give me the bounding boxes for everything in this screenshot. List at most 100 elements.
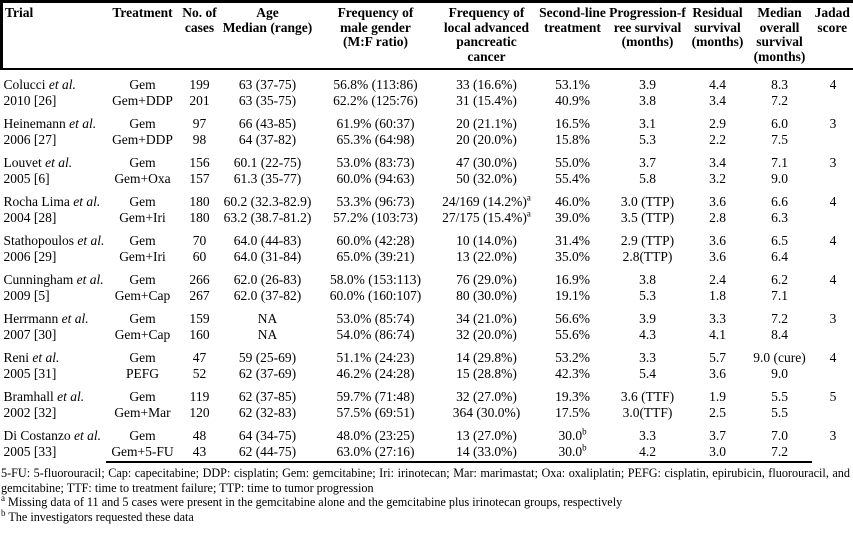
pfs-cell: 4.3	[639, 327, 656, 342]
table-row: Colucci et al. 2010 [26] Gem 199 63 (37-75) 5…	[2, 69, 853, 108]
age-cell: 62 (37-85)	[238, 389, 297, 404]
male_gender-cell: 53.0% (83:73)	[336, 155, 415, 170]
footnote-b: b The investigators requested these data	[1, 508, 850, 525]
male_gender-cell: 60.0% (160:107)	[329, 288, 422, 303]
os-cell: 7.1	[771, 155, 788, 170]
residual-cell: 1.9	[709, 389, 726, 404]
residual-cell: 2.2	[709, 132, 726, 147]
os-cell: 6.5	[771, 233, 788, 248]
os-cell: 6.4	[771, 249, 788, 264]
footnote-a-marker: a	[1, 493, 5, 504]
age-cell: 64 (34-75)	[238, 428, 297, 443]
os-cell: 7.5	[771, 132, 788, 147]
lapc-cell: 32 (20.0%)	[456, 327, 517, 342]
abbreviations-note: 5-FU: 5-fluorouracil; Cap: capecitabine;…	[1, 466, 850, 495]
pfs-cell: 3.1	[639, 116, 656, 131]
male_gender-cell: 65.3% (64:98)	[336, 132, 415, 147]
column-header-os: Median overall survival (months)	[747, 1, 812, 70]
residual-cell: 4.1	[709, 327, 726, 342]
jadad-score: 3	[829, 428, 837, 443]
residual-cell: 3.4	[709, 155, 726, 170]
pfs-cell: 3.6 (TTF)	[620, 389, 675, 404]
cases-cell: 97	[192, 116, 207, 131]
male_gender-cell: 53.0% (85:74)	[336, 311, 415, 326]
column-header-treatment: Treatment	[105, 1, 180, 70]
residual-cell: 3.6	[709, 194, 726, 209]
os-cell: 5.5	[771, 389, 788, 404]
age-cell: 60.2 (32.3-82.9)	[223, 194, 312, 209]
lapc-cell: 364 (30.0%)	[452, 405, 521, 420]
cases-cell: 47	[192, 350, 207, 365]
age-cell: 62.0 (26-83)	[233, 272, 302, 287]
lapc-cell: 10 (14.0%)	[456, 233, 517, 248]
residual-cell: 3.7	[709, 428, 726, 443]
column-header-pfs: Progression-f ree survival (months)	[607, 1, 688, 70]
trial-name: Louvet et al. 2005 [6]	[3, 155, 73, 186]
cases-cell: 159	[189, 311, 210, 326]
second_line-cell: 56.6%	[555, 311, 590, 326]
male_gender-cell: 54.0% (86:74)	[336, 327, 415, 342]
residual-cell: 3.2	[709, 171, 726, 186]
residual-cell: 2.5	[709, 405, 726, 420]
cases-cell: 160	[189, 327, 210, 342]
second_line-cell: 19.3%	[555, 389, 590, 404]
second_line-cell: 53.2%	[555, 350, 590, 365]
column-header-age: Age Median (range)	[219, 1, 316, 70]
age-cell: 63 (37-75)	[238, 77, 297, 92]
cases-cell: 267	[189, 288, 210, 303]
jadad-score: 4	[829, 77, 837, 92]
et-al-label: et al.	[57, 389, 85, 404]
pfs-cell: 3.5 (TTP)	[620, 210, 675, 225]
male_gender-cell: 62.2% (125:76)	[333, 93, 418, 108]
trial-name: Colucci et al. 2010 [26]	[3, 77, 76, 108]
table-row: Gem+DDP 98 64 (37-82) 65.3% (64:98) 20 (20.0…	[2, 132, 853, 148]
jadad-score: 3	[829, 155, 837, 170]
second_line-cell: 55.4%	[555, 171, 590, 186]
residual-cell: 3.6	[709, 366, 726, 381]
age-cell: NA	[257, 327, 278, 342]
cases-cell: 120	[189, 405, 210, 420]
os-cell: 8.3	[771, 77, 788, 92]
cases-cell: 52	[192, 366, 207, 381]
second_line-cell: 53.1%	[555, 77, 590, 92]
treatment-cell: Gem	[129, 194, 156, 209]
age-cell: 63.2 (38.7-81.2)	[223, 210, 312, 225]
et-al-label: et al.	[77, 233, 105, 248]
male_gender-cell: 58.0% (153:113)	[330, 272, 421, 287]
treatment-cell: Gem+Iri	[119, 210, 166, 225]
table-row: Heinemann et al. 2006 [27] Gem 97 66 (43-85)…	[2, 109, 853, 147]
cases-cell: 43	[179, 444, 220, 463]
trial-name: Di Costanzo et al. 2005 [33]	[3, 428, 102, 459]
table-row: Herrmann et al. 2007 [30] Gem 159 NA 53.0% (8…	[2, 304, 853, 342]
cases-cell: 156	[189, 155, 210, 170]
os-cell: 6.6	[771, 194, 788, 209]
cases-cell: 266	[189, 272, 210, 287]
second_line-cell: 16.9%	[555, 272, 590, 287]
residual-cell: 4.4	[709, 77, 726, 92]
lapc-cell: 32 (27.0%)	[456, 389, 517, 404]
et-al-label: et al.	[32, 350, 60, 365]
et-al-label: et al.	[69, 116, 97, 131]
clinical-trials-table: Trial Treatment No. of cases Age Median (rang…	[0, 0, 853, 463]
cases-cell: 157	[189, 171, 210, 186]
age-cell: 64.0 (44-83)	[233, 233, 302, 248]
second_line-cell: 46.0%	[555, 194, 590, 209]
et-al-label: et al.	[61, 311, 89, 326]
cases-cell: 98	[192, 132, 207, 147]
footnote-marker: b	[582, 426, 587, 437]
treatment-cell: Gem+Cap	[114, 327, 171, 342]
trial-name: Heinemann et al. 2006 [27]	[3, 116, 97, 147]
pfs-cell: 3.9	[639, 311, 656, 326]
pfs-cell: 5.3	[639, 132, 656, 147]
et-al-label: et al.	[73, 194, 101, 209]
table-row: Rocha Lima et al. 2004 [28] Gem 180 60.2 (32…	[2, 187, 853, 225]
table-row: Gem+Oxa 157 61.3 (35-77) 60.0% (94:63) 50 (3…	[2, 171, 853, 187]
pfs-cell: 5.4	[639, 366, 656, 381]
age-cell: 62 (32-83)	[238, 405, 297, 420]
table-row: Gem+Iri 60 64.0 (31-84) 65.0% (39:21) 13 (22…	[2, 249, 853, 265]
treatment-cell: Gem	[129, 350, 156, 365]
table-row: Gem+Cap 160 NA 54.0% (86:74) 32 (20.0%) 55.6%…	[2, 327, 853, 343]
table-row: Gem+Mar 120 62 (32-83) 57.5% (69:51) 364 (30…	[2, 405, 853, 421]
cases-cell: 180	[189, 194, 210, 209]
